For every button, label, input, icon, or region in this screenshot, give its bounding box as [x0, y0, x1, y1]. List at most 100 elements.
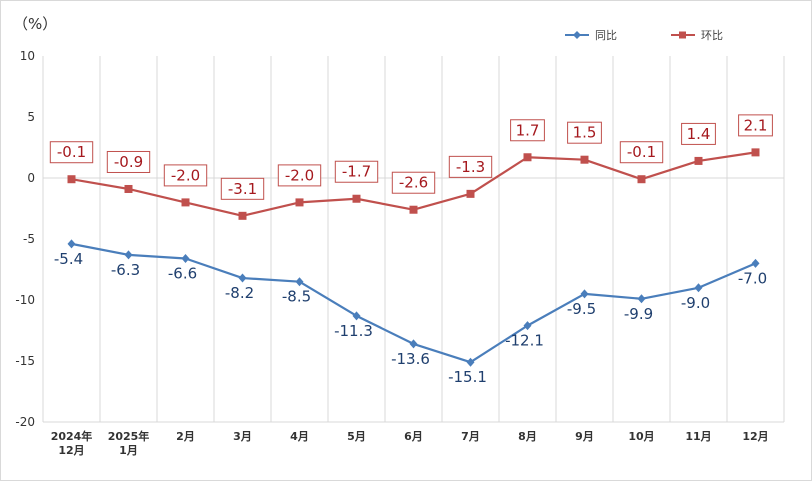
y-tick-label: -20	[15, 415, 35, 429]
yoy-data-label: -9.5	[567, 300, 596, 318]
x-tick-label: 2月	[176, 430, 195, 443]
yoy-data-label: -8.5	[282, 288, 311, 306]
mom-data-label: -0.9	[114, 153, 143, 171]
yoy-point-marker	[466, 357, 475, 367]
yoy-point-marker	[238, 273, 247, 283]
yoy-data-label: -11.3	[334, 322, 373, 340]
mom-point-marker	[295, 198, 304, 207]
mom-point-marker	[352, 194, 361, 203]
mom-data-label: -1.3	[456, 158, 485, 176]
mom-data-label-box: -0.1	[619, 141, 664, 164]
mom-label-border	[738, 114, 773, 137]
x-tick-label: 5月	[347, 430, 366, 443]
yoy-point-marker	[124, 250, 133, 260]
mom-data-label-box: -1.7	[334, 160, 379, 183]
x-tick-label: 4月	[290, 430, 309, 443]
mom-point-marker	[238, 211, 247, 220]
yoy-data-label: -12.1	[505, 332, 544, 350]
yoy-point-marker	[694, 283, 703, 293]
mom-label-border	[163, 164, 208, 187]
mom-data-label-box: 1.7	[510, 119, 545, 142]
legend: 同比 环比	[565, 29, 723, 42]
mom-data-label-box: 1.5	[567, 121, 602, 144]
yoy-point-marker	[523, 321, 532, 331]
mom-point-marker	[751, 148, 760, 157]
y-tick-label: 0	[27, 171, 35, 185]
yoy-point-marker	[580, 289, 589, 299]
x-tick-label: 10月	[628, 430, 654, 443]
mom-data-label: -0.1	[57, 143, 86, 161]
yoy-point-marker	[751, 258, 760, 268]
y-tick-label: -5	[23, 232, 35, 246]
data-labels: -5.4 -6.3 -6.6 -8.2 -8.5 -11.3 -13.6 -15.1 -12.1…	[49, 114, 773, 386]
mom-data-label-box: -2.0	[277, 164, 322, 187]
mom-data-label: 1.7	[516, 121, 540, 139]
mom-data-label: 1.5	[573, 124, 597, 142]
legend-label: 同比	[595, 29, 617, 42]
yoy-data-label: -7.0	[738, 269, 767, 287]
yoy-point-marker	[295, 277, 304, 287]
yoy-point-marker	[637, 294, 646, 304]
yoy-data-label: -5.4	[54, 250, 83, 268]
mom-data-label-box: -0.9	[106, 150, 151, 173]
y-tick-label: 5	[27, 110, 35, 124]
mom-label-border	[510, 119, 545, 142]
yoy-point-marker	[352, 311, 361, 321]
mom-point-marker	[694, 156, 703, 165]
mom-data-label: -2.0	[171, 166, 200, 184]
mom-label-border	[567, 121, 602, 144]
yoy-data-label: -6.6	[168, 265, 197, 283]
mom-label-border	[106, 150, 151, 173]
mom-point-marker	[409, 205, 418, 214]
mom-label-border	[49, 141, 94, 164]
x-tick-label: 2025年 1月	[108, 429, 150, 457]
mom-data-label: -2.6	[399, 174, 428, 192]
mom-data-label-box: -0.1	[49, 141, 94, 164]
series-yoy	[67, 239, 760, 367]
mom-label-border	[391, 171, 436, 194]
yoy-data-label: -9.9	[624, 305, 653, 323]
mom-data-label: -3.1	[228, 180, 257, 198]
x-tick-label: 12月	[742, 430, 768, 443]
x-tick-label: 2024年 12月	[51, 429, 93, 457]
yoy-data-label: -6.3	[111, 261, 140, 279]
mom-point-marker	[181, 198, 190, 207]
yoy-data-label: -13.6	[391, 350, 430, 368]
mom-point-marker	[523, 153, 532, 162]
mom-point-marker	[637, 175, 646, 184]
mom-label-border	[334, 160, 379, 183]
mom-data-label-box: -2.6	[391, 171, 436, 194]
x-tick-label: 7月	[461, 430, 480, 443]
y-tick-label: -15	[15, 354, 35, 368]
mom-label-border	[681, 122, 716, 145]
mom-data-label-box: 2.1	[738, 114, 773, 137]
yoy-data-label: -9.0	[681, 294, 710, 312]
mom-data-label-box: -2.0	[163, 164, 208, 187]
mom-data-label-box: 1.4	[681, 122, 716, 145]
yoy-data-label: -8.2	[225, 284, 254, 302]
mom-label-border	[619, 141, 664, 164]
mom-data-label: -0.1	[627, 143, 656, 161]
x-tick-label: 11月	[685, 430, 711, 443]
x-tick-label: 6月	[404, 430, 423, 443]
mom-point-marker	[466, 189, 475, 198]
mom-label-border	[277, 164, 322, 187]
unit-label: （%）	[13, 15, 57, 33]
mom-data-label-box: -3.1	[220, 177, 265, 200]
x-tick-label: 9月	[575, 430, 594, 443]
mom-point-marker	[124, 184, 133, 193]
x-tick-label: 3月	[233, 430, 252, 443]
legend-diamond-marker	[573, 31, 581, 39]
legend-label: 环比	[701, 29, 723, 42]
mom-data-label: -2.0	[285, 166, 314, 184]
series	[67, 148, 760, 367]
yoy-point-marker	[409, 339, 418, 349]
y-tick-label: 10	[20, 49, 35, 63]
series-mom	[67, 148, 760, 220]
x-tick-label: 8月	[518, 430, 537, 443]
mom-point-marker	[67, 175, 76, 184]
mom-label-border	[448, 155, 493, 178]
yoy-point-marker	[181, 254, 190, 264]
